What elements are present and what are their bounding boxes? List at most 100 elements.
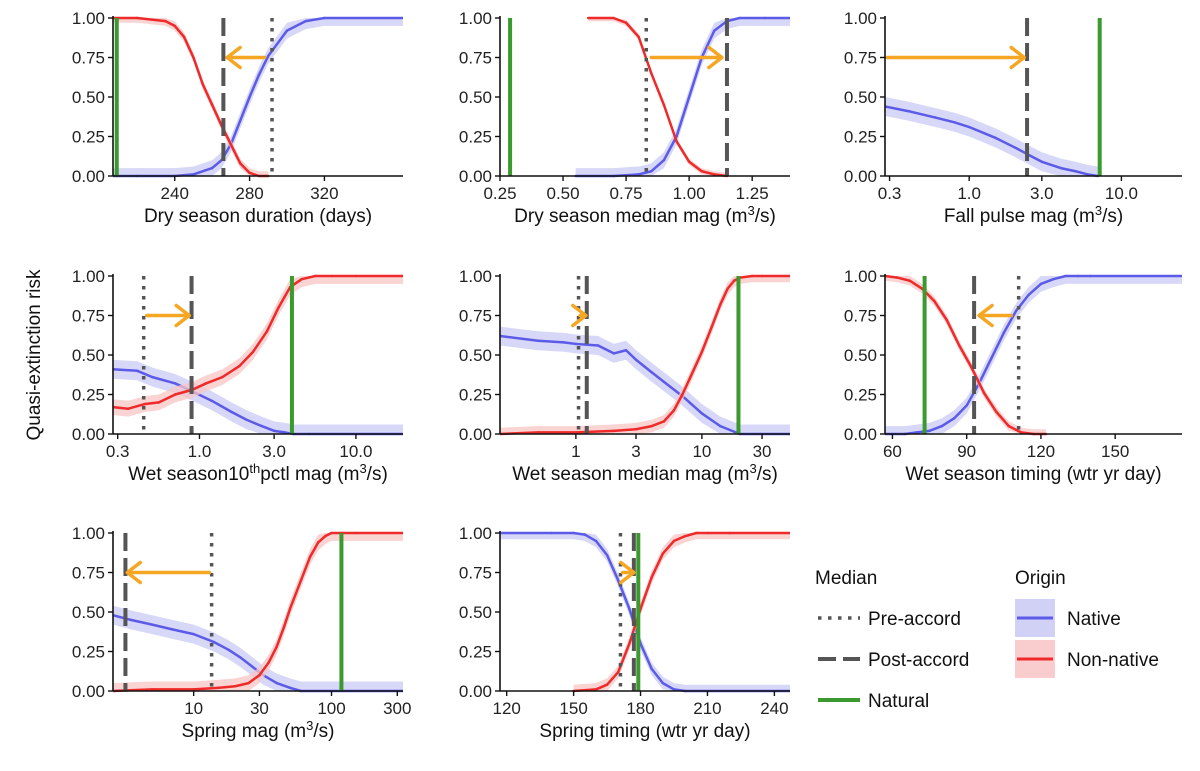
x-axis-title-superscript: 3	[749, 461, 756, 476]
non-native-data-point	[201, 83, 204, 86]
native-line-segment	[637, 170, 653, 176]
shift-arrow	[571, 303, 588, 328]
y-tick-label: 0.25	[844, 386, 877, 405]
legend-origin-title: Origin	[1015, 568, 1066, 589]
non-native-data-point	[706, 532, 709, 534]
y-tick-label: 0.00	[72, 425, 105, 444]
x-tick-label: 120	[493, 699, 521, 718]
native-line-segment	[650, 667, 665, 685]
native-line-segment	[500, 334, 540, 343]
non-native-data-point	[324, 535, 327, 538]
native-data-point	[1074, 170, 1077, 173]
x-tick-label: 10	[184, 699, 203, 718]
y-tick-label: 0.50	[459, 88, 492, 107]
non-native-line-segment	[995, 410, 1010, 428]
native-data-point	[239, 119, 242, 122]
native-line-segment	[562, 341, 578, 346]
x-axis-title-part: /s)	[313, 721, 334, 742]
x-axis-title-superscript: 3	[359, 461, 366, 476]
native-line-segment	[260, 424, 276, 433]
non-native-data-point	[908, 279, 911, 282]
x-axis-title: Wet season timing (wtr yr day)	[905, 464, 1161, 485]
y-tick-label: 0.75	[459, 307, 492, 326]
chart-panel-8: 0.00 0.25 0.50 0.75 1.00 120 150 180 210 240 Sprin…	[459, 524, 790, 742]
x-axis-title-part: Spring mag (m	[182, 721, 307, 742]
native-data-point	[635, 358, 637, 361]
native-line-segment	[687, 56, 703, 99]
native-data-point	[192, 633, 195, 636]
x-axis-title: Spring mag (m3/s)	[182, 718, 335, 742]
native-data-point	[663, 159, 665, 162]
non-native-data-point	[183, 36, 185, 38]
native-data-point	[595, 540, 597, 542]
non-native-data-point	[587, 17, 590, 19]
y-tick-label: 0.00	[844, 425, 877, 444]
native-data-point	[1002, 331, 1005, 334]
shift-arrow-head	[619, 560, 636, 585]
non-native-line-segment	[574, 429, 616, 434]
x-tick-label: 320	[310, 184, 338, 203]
non-native-data-point	[1007, 425, 1010, 427]
x-tick-label: 0.3	[878, 184, 902, 203]
native-data-point	[136, 369, 139, 372]
native-line-segment	[1059, 166, 1077, 173]
x-tick-label: 300	[383, 699, 411, 718]
native-data-point	[252, 666, 255, 669]
native-line-segment	[624, 349, 638, 361]
native-line-segment	[1027, 282, 1043, 297]
native-line-segment	[605, 553, 620, 582]
non-native-line-segment	[896, 276, 911, 282]
x-axis-title-part: pctl mag (m	[260, 464, 359, 485]
non-native-confidence-band	[500, 276, 790, 434]
native-line-segment	[1040, 160, 1063, 170]
native-line-segment	[612, 349, 628, 355]
non-native-data-point	[701, 350, 703, 353]
shift-arrow	[619, 560, 636, 585]
non-native-line-segment	[688, 350, 704, 380]
y-tick-label: 1.00	[844, 267, 877, 286]
non-native-line-segment	[612, 428, 638, 433]
y-tick-label: 1.00	[72, 524, 105, 543]
non-native-data-point	[267, 661, 270, 664]
native-confidence-band	[500, 533, 790, 691]
x-tick-label: 3.0	[1030, 184, 1054, 203]
y-tick-label: 0.00	[459, 682, 492, 701]
non-native-data-point	[761, 275, 763, 277]
non-native-line-segment	[251, 330, 269, 354]
native-data-point	[239, 656, 242, 659]
shift-arrow-head	[125, 560, 143, 585]
non-native-line-segment	[275, 626, 285, 649]
native-data-point	[1181, 275, 1182, 277]
native-line-segment	[239, 656, 255, 669]
y-tick-label: 0.00	[72, 167, 105, 186]
native-line-segment	[113, 367, 139, 373]
native-data-point	[210, 399, 213, 402]
plot-area	[885, 274, 1182, 436]
native-data-point	[289, 686, 291, 689]
native-line-segment	[150, 623, 174, 631]
non-native-data-point	[700, 170, 703, 173]
native-data-point	[583, 533, 586, 536]
native-data-point	[562, 341, 565, 344]
native-data-point	[650, 667, 653, 670]
non-native-data-point	[673, 409, 675, 412]
non-native-data-point	[314, 275, 317, 277]
non-native-line-segment	[945, 318, 961, 347]
non-native-line-segment	[594, 683, 609, 691]
non-native-data-point	[637, 36, 640, 38]
native-data-point	[637, 173, 640, 176]
native-data-point	[1064, 275, 1067, 277]
native-line-segment	[934, 116, 956, 124]
native-line-segment	[272, 429, 286, 434]
plot-area	[500, 531, 790, 693]
x-axis-title-superscript: th	[249, 461, 260, 476]
native-line-segment	[210, 399, 233, 414]
native-line-segment	[650, 371, 666, 384]
legend-median-label: Post-accord	[868, 650, 969, 671]
native-line-segment	[262, 673, 278, 685]
non-native-data-point	[229, 143, 232, 146]
shift-arrow	[225, 45, 267, 70]
non-native-data-point	[650, 72, 653, 75]
x-axis-title-part: /s)	[367, 464, 388, 485]
x-tick-label: 100	[317, 699, 345, 718]
